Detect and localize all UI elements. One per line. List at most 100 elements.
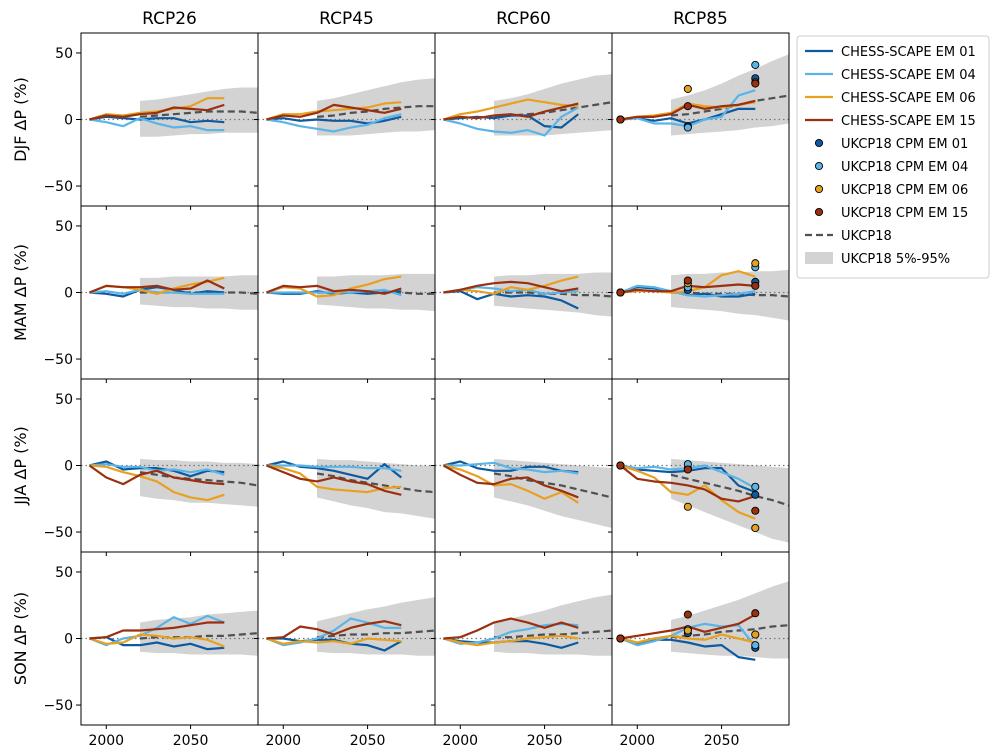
legend-entry: UKCP18 CPM EM 15 [814, 206, 968, 221]
legend-label: UKCP18 CPM EM 01 [841, 137, 968, 152]
panel-mam-rcp85 [608, 205, 790, 383]
legend-entry: CHESS-SCAPE EM 04 [805, 68, 976, 83]
chess-scape-em06-line [89, 633, 225, 648]
x-tick-label: 2050 [704, 733, 740, 749]
ukcp18-line [316, 105, 435, 118]
panel-son-rcp26: −50 0 50 SON ΔP (%) 2000 2050 [11, 551, 259, 749]
ukcp18-cpm-em06-marker [751, 523, 760, 533]
y-tick-label: 0 [64, 286, 73, 302]
chess-scape-em15-line [89, 103, 225, 121]
chess-scape-em01-line [266, 637, 402, 652]
y-tick-label: 50 [55, 565, 73, 581]
chess-scape-em04-line [443, 461, 579, 475]
chess-scape-em15-line [619, 464, 756, 503]
y-tick-label: 0 [64, 459, 73, 475]
x-tick-label: 2050 [527, 733, 563, 749]
chess-scape-em06-line [620, 633, 756, 644]
ukcp18-band [671, 54, 789, 136]
y-tick-label: 0 [64, 632, 73, 648]
chess-scape-em15-line [88, 464, 225, 486]
chess-scape-em01-line [89, 286, 225, 298]
ukcp18-cpm-em15-marker [751, 281, 760, 290]
legend: CHESS-SCAPE EM 01 CHESS-SCAPE EM 04 CHESS-… [796, 35, 990, 279]
x-tick-label: 2000 [619, 733, 655, 749]
panel-jja-rcp60 [431, 378, 613, 556]
chess-scape-em04-line [266, 617, 402, 647]
chess-scape-em06-line [266, 637, 402, 645]
panel-jja-rcp85 [608, 378, 790, 556]
ukcp18-cpm-em15-marker [616, 634, 625, 643]
scenario-title: RCP60 [496, 9, 551, 29]
y-axis-label: SON ΔP (%) [11, 592, 30, 685]
x-tick-label: 2050 [350, 733, 386, 749]
legend-label: UKCP18 CPM EM 04 [841, 160, 968, 175]
chess-scape-em15-line [89, 621, 225, 640]
y-axis-label: MAM ΔP (%) [11, 244, 30, 341]
y-tick-label: −50 [43, 352, 73, 368]
panel-mam-rcp45 [254, 205, 436, 383]
ukcp18-line [493, 472, 613, 499]
chess-scape-em04-line [89, 117, 225, 132]
ukcp18-cpm-em15-marker [751, 609, 760, 618]
chess-scape-em04-line [266, 464, 402, 472]
chess-scape-em04-line [443, 106, 579, 137]
chess-scape-em06-line [443, 275, 579, 295]
legend-label: CHESS-SCAPE EM 01 [841, 45, 976, 60]
chess-scape-em04-line [89, 288, 225, 295]
x-tick-label: 2000 [265, 733, 301, 749]
chess-scape-em06-line [89, 464, 225, 502]
chess-scape-em04-line [620, 284, 756, 298]
ukcp18-cpm-em15-marker [616, 115, 625, 124]
ukcp18-cpm-em06-marker [751, 630, 760, 639]
x-tick-label: 2050 [173, 733, 209, 749]
chess-scape-em01-line [620, 637, 756, 661]
panel-grid: −50 0 50 DJF ΔP (%) RCP26 RCP45 RCP60 RCP85 −50 0… [11, 9, 790, 749]
legend-entry: UKCP18 [805, 229, 892, 244]
x-tick-label: 2000 [88, 733, 124, 749]
legend-marker-swatch [814, 138, 824, 148]
y-tick-label: 50 [55, 219, 73, 235]
panel-djf-rcp85: RCP85 [608, 9, 790, 210]
ukcp18-cpm-em04-marker [751, 60, 760, 69]
chess-scape-em15-line [443, 102, 579, 121]
chess-scape-em04-line [266, 113, 402, 133]
legend-entry: CHESS-SCAPE EM 15 [805, 114, 976, 129]
ukcp18-cpm-em15-marker [616, 461, 625, 470]
ukcp18-line [670, 624, 790, 639]
legend-entry: CHESS-SCAPE EM 06 [805, 91, 976, 106]
y-tick-label: 50 [55, 392, 73, 408]
legend-label: UKCP18 5%-95% [841, 252, 950, 267]
ukcp18-line [139, 471, 259, 487]
panel-djf-rcp45: RCP45 [254, 9, 436, 210]
legend-label: CHESS-SCAPE EM 15 [841, 114, 976, 129]
legend-entry: UKCP18 5%-95% [805, 252, 950, 267]
chess-scape-em15-line [89, 279, 225, 294]
legend-marker-swatch [814, 184, 824, 194]
legend-label: UKCP18 CPM EM 06 [841, 183, 968, 198]
chess-scape-em06-line [443, 464, 579, 504]
legend-entry: UKCP18 CPM EM 04 [814, 160, 968, 175]
chess-scape-em01-line [266, 115, 402, 125]
ukcp18-cpm-em06-marker [683, 502, 692, 511]
legend-label: UKCP18 [841, 229, 892, 244]
ukcp18-band [317, 597, 435, 656]
panel-djf-rcp26: −50 0 50 DJF ΔP (%) RCP26 [11, 9, 259, 210]
x-tick-label: 2000 [442, 733, 478, 749]
chess-scape-em15-line [443, 280, 579, 294]
ukcp18-cpm-em15-marker [751, 506, 760, 515]
ukcp18-band [671, 581, 789, 659]
scenario-title: RCP45 [319, 9, 374, 29]
legend-marker-swatch [814, 207, 824, 217]
legend-entry: CHESS-SCAPE EM 01 [805, 45, 976, 60]
ukcp18-band [140, 610, 258, 656]
ukcp18-line [493, 101, 613, 118]
chess-scape-em01-line [89, 115, 225, 124]
legend-label: CHESS-SCAPE EM 04 [841, 68, 976, 83]
chess-scape-em04-line [266, 288, 402, 297]
y-tick-label: 0 [64, 113, 73, 129]
ukcp18-cpm-em04-marker [751, 641, 760, 650]
chess-scape-em01-line [89, 636, 225, 651]
panel-son-rcp60: 2000 2050 [431, 551, 613, 749]
y-axis-label: JJA ΔP (%) [11, 426, 30, 506]
